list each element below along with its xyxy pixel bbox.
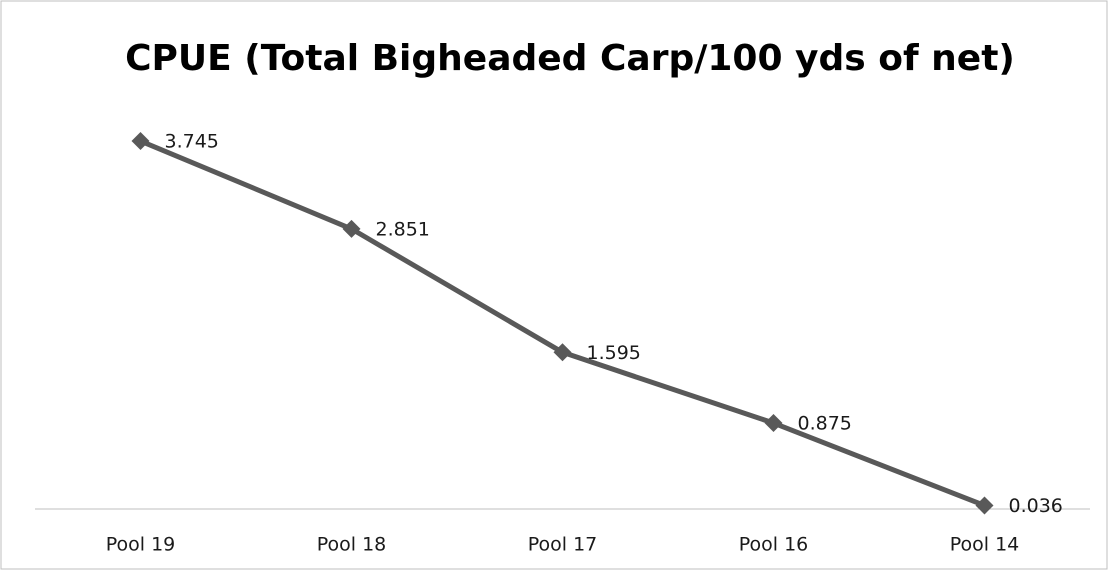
marker [553,343,572,362]
x-tick-label: Pool 17 [528,534,598,556]
data-label: 3.745 [165,131,219,153]
x-tick-label: Pool 16 [739,534,809,556]
data-label: 2.851 [376,218,430,240]
data-label: 1.595 [587,342,641,364]
x-tick-label: Pool 14 [950,534,1020,556]
marker [975,496,994,515]
x-tick-label: Pool 18 [317,534,387,556]
data-label: 0.036 [1009,495,1063,517]
chart-title: CPUE (Total Bigheaded Carp/100 yds of ne… [125,38,1015,79]
marker [342,219,361,238]
x-tick-label: Pool 19 [106,534,176,556]
marker [764,414,783,433]
data-label: 0.875 [798,413,852,435]
marker [131,132,150,151]
